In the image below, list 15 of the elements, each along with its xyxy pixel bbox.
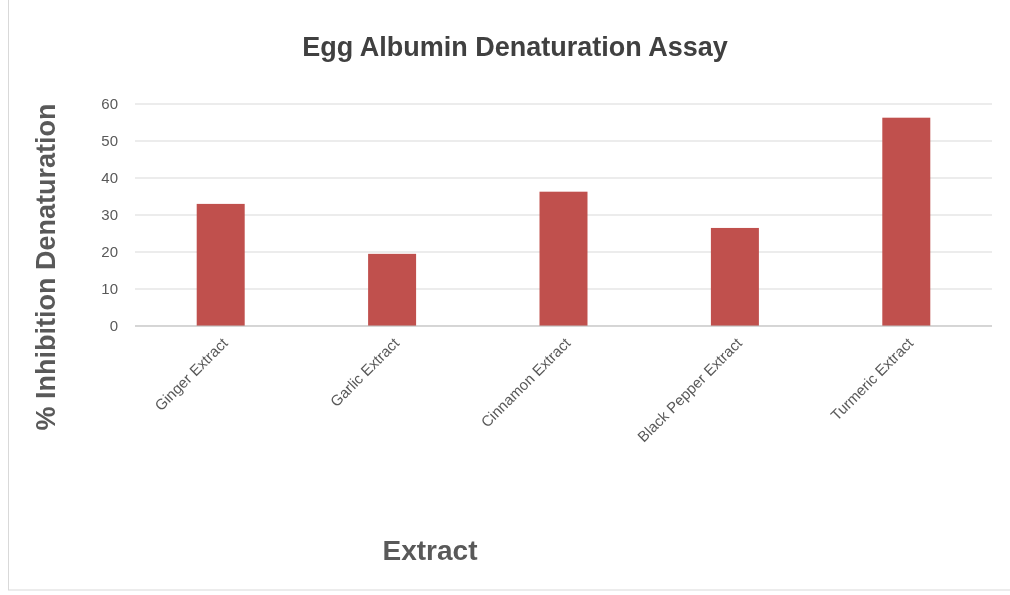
bar <box>368 253 417 326</box>
y-tick-label: 50 <box>101 132 118 150</box>
y-axis-title: % Inhibition Denaturation <box>31 103 61 431</box>
bar <box>539 191 588 326</box>
chart-title: Egg Albumin Denaturation Assay <box>302 32 728 62</box>
x-axis-title: Extract <box>382 535 478 566</box>
y-tick-label: 30 <box>101 206 118 224</box>
bar <box>882 117 931 326</box>
bar <box>710 227 759 326</box>
y-tick-label: 0 <box>109 317 118 335</box>
bar <box>196 203 245 326</box>
y-tick-label: 40 <box>101 169 118 187</box>
y-tick-label: 20 <box>101 243 118 261</box>
y-tick-label: 60 <box>101 95 118 113</box>
y-tick-label: 10 <box>101 280 118 298</box>
